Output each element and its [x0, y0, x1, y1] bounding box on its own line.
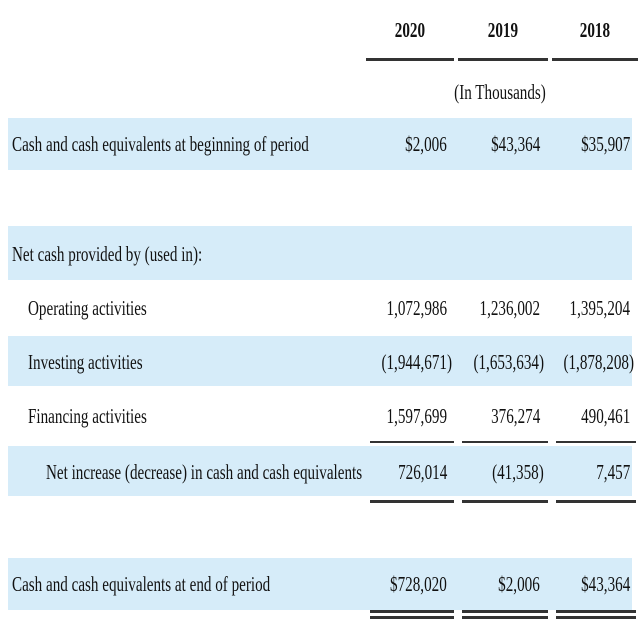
total-double-rule-2020-b: [370, 616, 454, 619]
beginning-value-2018: $35,907: [580, 132, 630, 156]
operating-value-2020: 1,072,986: [386, 296, 447, 320]
subtotal-rule-2018: [556, 441, 636, 443]
row-band-ending: [8, 558, 632, 610]
net-change-rule-2019: [462, 500, 548, 503]
subtotal-rule-2020: [370, 441, 454, 443]
header-rule-2019: [458, 58, 548, 61]
operating-value-2018: 1,395,204: [569, 296, 630, 320]
beginning-label: Cash and cash equivalents at beginning o…: [12, 132, 309, 156]
ending-value-2018: $43,364: [580, 572, 630, 596]
row-band-net-change: [8, 446, 632, 496]
financing-value-2018: 490,461: [580, 404, 630, 428]
net-change-rule-2018: [556, 500, 636, 503]
row-band-beginning: [8, 118, 632, 170]
year-header-2020: 2020: [394, 18, 425, 42]
ending-value-2020: $728,020: [390, 572, 447, 596]
investing-value-2019: (1,653,634): [473, 350, 544, 374]
ending-value-2019: $2,006: [498, 572, 540, 596]
net-change-value-2018: 7,457: [595, 460, 630, 484]
header-rule-2020: [366, 58, 454, 61]
operating-label: Operating activities: [28, 296, 147, 320]
year-header-2018: 2018: [579, 18, 610, 42]
row-band-investing: [8, 336, 632, 386]
investing-value-2020: (1,944,671): [381, 350, 452, 374]
header-rule-2018: [552, 58, 638, 61]
investing-value-2018: (1,878,208): [563, 350, 634, 374]
section-label: Net cash provided by (used in):: [12, 242, 203, 266]
total-double-rule-2018-b: [556, 616, 636, 619]
net-change-value-2019: (41,358): [492, 460, 544, 484]
total-double-rule-2020-a: [370, 610, 454, 613]
total-double-rule-2019-a: [462, 610, 548, 613]
row-band-section: [8, 226, 632, 280]
beginning-value-2019: $43,364: [490, 132, 540, 156]
year-header-2019: 2019: [487, 18, 518, 42]
operating-value-2019: 1,236,002: [479, 296, 540, 320]
net-change-rule-2020: [370, 500, 454, 503]
ending-label: Cash and cash equivalents at end of peri…: [12, 572, 271, 596]
unit-note: (In Thousands): [454, 80, 546, 104]
net-change-value-2020: 726,014: [397, 460, 447, 484]
beginning-value-2020: $2,006: [405, 132, 447, 156]
total-double-rule-2018-a: [556, 610, 636, 613]
financing-value-2019: 376,274: [490, 404, 540, 428]
net-change-label: Net increase (decrease) in cash and cash…: [46, 460, 363, 484]
subtotal-rule-2019: [462, 441, 548, 443]
total-double-rule-2019-b: [462, 616, 548, 619]
financing-value-2020: 1,597,699: [386, 404, 447, 428]
financing-label: Financing activities: [28, 404, 147, 428]
investing-label: Investing activities: [28, 350, 143, 374]
